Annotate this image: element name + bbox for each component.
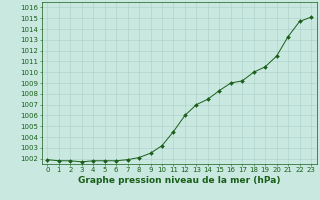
X-axis label: Graphe pression niveau de la mer (hPa): Graphe pression niveau de la mer (hPa) (78, 176, 280, 185)
